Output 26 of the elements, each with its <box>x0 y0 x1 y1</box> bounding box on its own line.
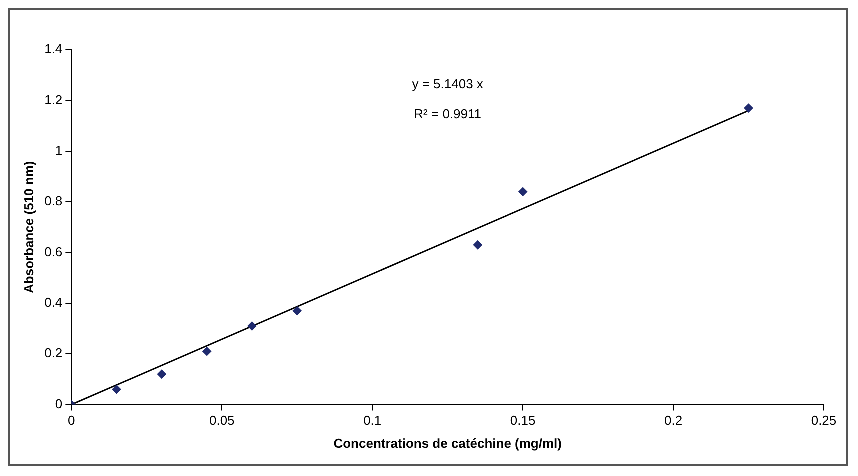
y-tick-label: 1 <box>55 142 63 158</box>
y-axis-title: Absorbance (510 nm) <box>21 161 36 294</box>
point <box>744 104 754 113</box>
point <box>202 347 212 356</box>
x-tick-label: 0.1 <box>364 413 382 428</box>
annotation: R² = 0.9911 <box>414 106 482 122</box>
point <box>473 240 482 250</box>
x-tick-label: 0.15 <box>510 413 536 428</box>
y-tick-label: 0.4 <box>44 295 63 310</box>
x-tick-label: 0 <box>68 413 76 428</box>
y-tick-label: 1.2 <box>44 92 63 108</box>
x-tick-label: 0.2 <box>664 413 683 428</box>
point <box>112 385 122 394</box>
x-tick-label: 0.25 <box>811 413 837 428</box>
x-tick-label: 0.05 <box>209 413 235 428</box>
x-axis-title: Concentrations de catéchine (mg/ml) <box>334 436 562 451</box>
point <box>248 322 257 331</box>
point <box>518 187 528 196</box>
annotation: y = 5.1403 x <box>412 76 484 92</box>
y-tick-label: 0.2 <box>44 346 63 361</box>
y-tick-label: 1.4 <box>44 42 63 57</box>
y-tick-label: 0 <box>55 396 63 412</box>
y-tick-label: 0.8 <box>44 194 63 209</box>
point <box>292 306 302 316</box>
point <box>157 370 166 379</box>
y-tick-label: 0.6 <box>44 244 63 260</box>
